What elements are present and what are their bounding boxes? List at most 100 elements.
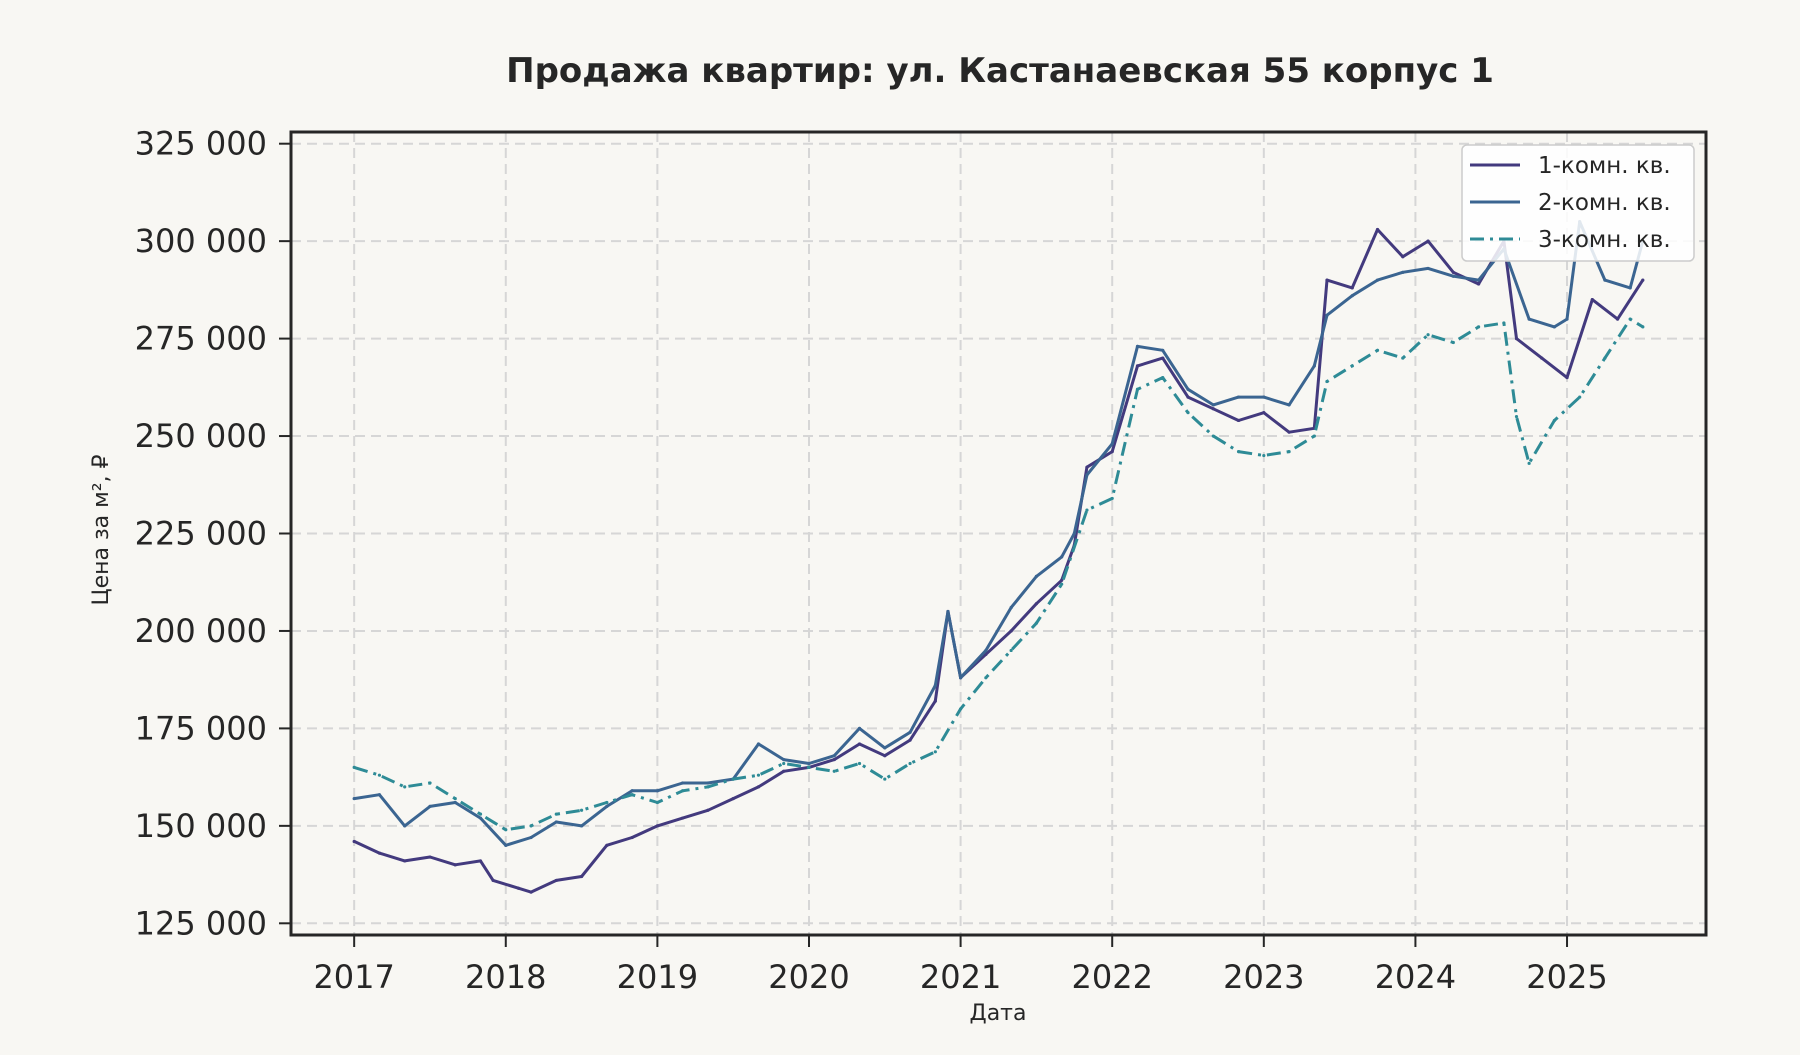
data-point [782,761,786,766]
data-point [1603,278,1607,282]
data-point [352,765,356,769]
data-point [352,839,356,844]
data-point [1236,418,1241,423]
data-point [946,609,950,614]
data-point [377,851,382,855]
data-point [1287,430,1291,434]
data-point [630,835,634,840]
data-point [428,804,432,808]
data-point [529,890,533,894]
data-point [1060,578,1064,582]
data-point [655,800,659,805]
data-point [832,754,836,758]
data-point [1211,407,1215,411]
data-point [756,773,761,777]
data-point [1034,602,1039,606]
data-point [984,676,988,680]
data-point [706,781,710,785]
x-tick-label: 2019 [617,958,698,996]
data-point [1262,453,1266,458]
data-point [1186,411,1190,415]
series-line [353,228,1645,894]
chart-title: Продажа квартир: ул. Кастанаевская 55 ко… [506,51,1494,91]
data-point [1034,574,1039,578]
data-point [731,777,735,781]
data-point [883,746,887,750]
data-point [1009,629,1013,633]
data-point [352,796,356,801]
data-point [1375,227,1380,232]
data-point [1476,325,1481,329]
data-point [1603,356,1607,360]
x-axis-label: Дата [970,1001,1027,1026]
x-tick-label: 2020 [768,958,849,996]
data-point [579,824,584,828]
data-point [1072,531,1076,536]
data-point [1287,450,1291,454]
x-tick-label: 2018 [465,958,546,996]
data-point [1451,274,1455,278]
data-point [1161,375,1165,380]
data-point [478,812,483,816]
data-point [1641,325,1645,329]
legend-label: 3-комн. кв. [1538,227,1671,253]
data-point [832,769,836,773]
data-point [453,800,457,805]
data-point [1287,403,1291,407]
data-point [504,828,508,832]
data-point [1401,356,1405,360]
data-point [403,785,407,789]
data-point [605,843,609,847]
data-point [857,742,862,746]
legend-label: 1-комн. кв. [1538,153,1671,179]
y-tick-label: 175 000 [135,709,267,747]
data-point [1350,364,1354,368]
y-tick-label: 125 000 [135,904,267,942]
data-point [605,800,609,805]
y-tick-label: 225 000 [135,515,267,553]
data-point [1628,317,1632,321]
data-point [1211,434,1215,438]
data-point [1110,496,1114,501]
y-axis-label: Цена за м², ₽ [89,454,114,605]
x-tick-label: 2022 [1071,958,1152,996]
data-point [1641,278,1645,282]
data-point [630,789,634,793]
data-point [554,878,558,883]
data-point [579,874,584,879]
data-point [1135,387,1140,391]
data-point [1262,411,1266,415]
series-1 [352,227,1645,894]
data-point [1476,282,1481,286]
data-point [1110,442,1114,446]
y-tick-label: 250 000 [135,417,267,455]
data-point [491,878,495,883]
data-point [1552,325,1556,329]
data-point [529,824,533,828]
data-point [529,835,533,840]
data-point [857,761,862,766]
series-line [353,220,1645,847]
data-point [1161,348,1165,352]
data-point [681,816,685,820]
data-point [1312,434,1316,438]
data-point [554,812,558,816]
data-point [681,781,685,785]
data-point [403,859,407,863]
data-point [1426,266,1430,271]
data-point [1262,395,1266,399]
series-2 [352,220,1645,847]
data-point [1325,379,1329,384]
data-point [1514,414,1519,419]
data-point [554,820,558,824]
legend: 1-комн. кв. 2-комн. кв. 3-комн. кв. [1461,144,1695,262]
data-point [1565,375,1569,380]
data-point [883,754,887,758]
y-tick-label: 325 000 [135,125,267,163]
data-point [1552,418,1556,423]
data-point [453,796,457,801]
data-point [958,676,963,680]
data-point [1085,508,1089,512]
